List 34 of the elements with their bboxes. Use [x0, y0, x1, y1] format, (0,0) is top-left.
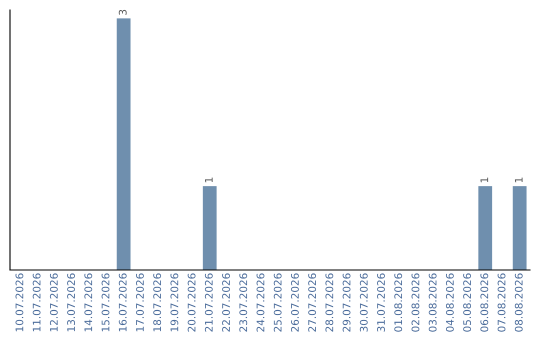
x-tick-label: 03.08.2026: [428, 273, 437, 332]
x-tick-label: 05.08.2026: [463, 273, 472, 332]
x-tick-label: 01.08.2026: [394, 273, 402, 332]
x-tick-label: 10.07.2026: [15, 273, 24, 332]
data-label: 1: [480, 178, 488, 182]
x-tick-label: 25.07.2026: [274, 273, 282, 332]
x-tick-label: 30.07.2026: [360, 273, 368, 332]
x-tick-label: 04.08.2026: [446, 273, 454, 332]
x-tick-label: 17.07.2026: [136, 273, 144, 332]
data-label: 1: [514, 178, 523, 182]
x-tick-label: 24.07.2026: [256, 273, 264, 332]
x-tick-label: 12.07.2026: [50, 273, 58, 332]
x-tick-label: 08.08.2026: [514, 273, 523, 332]
x-tick-label: 11.07.2026: [32, 273, 41, 332]
x-tick-label: 06.08.2026: [480, 273, 488, 332]
x-tick-label: 29.07.2026: [342, 273, 351, 332]
x-tick-label: 31.07.2026: [377, 273, 385, 332]
x-tick-label: 13.07.2026: [67, 273, 76, 332]
x-tick-label: 16.07.2026: [118, 273, 127, 332]
x-tick-label: 07.08.2026: [498, 273, 506, 332]
x-tick-label: 23.07.2026: [239, 273, 248, 332]
x-tick-label: 18.07.2026: [153, 273, 162, 332]
x-tick-label: 28.07.2026: [325, 273, 334, 332]
data-label: 3: [118, 10, 127, 15]
data-label: 1: [205, 178, 213, 182]
x-tick-label: 22.07.2026: [222, 273, 230, 332]
x-tick-label: 26.07.2026: [290, 273, 299, 332]
x-tick-label: 02.08.2026: [412, 273, 420, 332]
x-tick-label: 21.07.2026: [204, 273, 213, 332]
x-tick-label: 27.07.2026: [308, 273, 316, 332]
x-tick-label: 15.07.2026: [102, 273, 110, 332]
x-tick-label: 14.07.2026: [84, 273, 92, 332]
x-tick-label: 19.07.2026: [170, 273, 178, 332]
x-tick-label: 20.07.2026: [188, 273, 196, 332]
